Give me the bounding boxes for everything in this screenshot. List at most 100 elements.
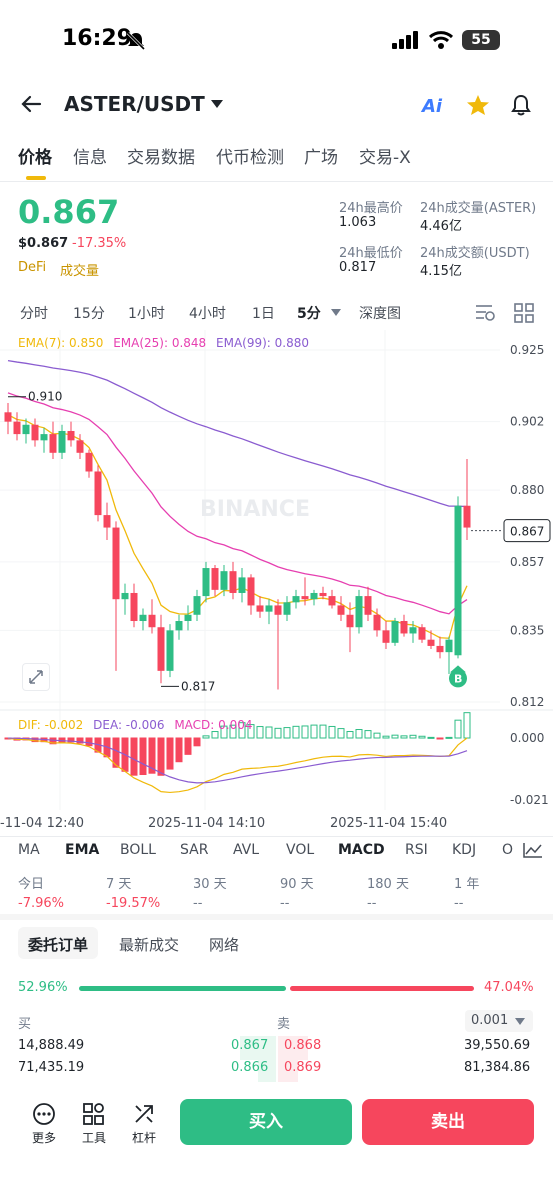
- time-axis: -11-04 12:40 2025-11-04 14:10 2025-11-04 1…: [0, 816, 447, 831]
- grid-layout-icon[interactable]: [514, 303, 534, 323]
- candle-body: [211, 568, 219, 590]
- candle-body: [373, 614, 381, 631]
- more-icon: [33, 1103, 55, 1125]
- macd-bar: [130, 737, 138, 776]
- macd-bar: [76, 737, 84, 744]
- watermark: BINANCE: [200, 497, 310, 522]
- tab-network[interactable]: 网络: [209, 936, 240, 954]
- macd-bar: [211, 731, 219, 739]
- macd-bar: [184, 737, 192, 755]
- ind-sar[interactable]: SAR: [180, 842, 209, 858]
- ind-ema[interactable]: EMA: [65, 842, 100, 858]
- pair-title[interactable]: ASTER/USDT: [64, 92, 205, 116]
- tab-token-check[interactable]: 代币检测: [216, 148, 284, 168]
- sell-button[interactable]: 卖出: [362, 1099, 534, 1145]
- price-axis: 0.925 0.902 0.880 0.857 0.835 0.812 0.867: [503, 343, 551, 709]
- candle-body: [67, 430, 75, 441]
- status-time: 16:29: [62, 26, 133, 51]
- macd-bar: [193, 737, 201, 747]
- ind-avl[interactable]: AVL: [233, 842, 260, 858]
- ind-boll[interactable]: BOLL: [120, 842, 156, 858]
- more-button[interactable]: 更多: [24, 1102, 64, 1146]
- candle-body: [22, 424, 30, 435]
- ask-qty: 81,384.86: [464, 1060, 531, 1075]
- macd-tick: -0.021: [510, 793, 549, 807]
- interval-1d[interactable]: 1日: [252, 306, 275, 322]
- interval-4h[interactable]: 4小时: [189, 306, 226, 322]
- ind-ma[interactable]: MA: [18, 842, 40, 858]
- tag-volume[interactable]: 成交量: [60, 264, 100, 279]
- ema-legend: EMA(7): 0.850 EMA(25): 0.848 EMA(99): 0.…: [18, 336, 309, 350]
- interval-depth[interactable]: 深度图: [359, 306, 401, 322]
- ask-price: 0.868: [284, 1038, 322, 1053]
- candle-body: [76, 440, 84, 453]
- indicator-chart-icon[interactable]: [522, 841, 544, 859]
- ai-icon[interactable]: Ai: [422, 96, 443, 117]
- buy-ratio-bar: [79, 986, 286, 991]
- precision-value: 0.001: [471, 1013, 509, 1028]
- ind-kdj[interactable]: KDJ: [452, 842, 477, 858]
- ob-row[interactable]: 71,435.19 0.866 0.869 81,384.86: [0, 1058, 553, 1082]
- candle-body: [454, 505, 462, 656]
- tab-square[interactable]: 广场: [304, 148, 338, 168]
- bid-header: 买: [18, 1017, 32, 1032]
- ind-macd[interactable]: MACD: [338, 842, 385, 858]
- ind-more[interactable]: O: [502, 842, 514, 858]
- ask-depth-bar: [278, 1036, 308, 1060]
- fullscreen-button[interactable]: [22, 663, 50, 691]
- chart-grid: [0, 330, 553, 810]
- tab-price[interactable]: 价格: [18, 148, 52, 168]
- macd-tick: 0.000: [510, 731, 544, 745]
- macd-bar: [256, 726, 264, 739]
- kline-chart[interactable]: BINANCE 0.910 0.817 B 0.925 0.902 0.880 0.857…: [0, 330, 553, 835]
- candle-body: [175, 621, 183, 631]
- ob-row[interactable]: 14,888.49 0.867 0.868 39,550.69: [0, 1036, 553, 1060]
- tab-info[interactable]: 信息: [73, 148, 107, 168]
- interval-15m[interactable]: 15分: [73, 306, 105, 322]
- price-change: -17.35%: [72, 236, 127, 251]
- high-label: 24h最高价: [339, 201, 403, 216]
- candle-body: [103, 515, 111, 528]
- change-7d: 7 天 -19.57%: [106, 877, 161, 911]
- star-icon[interactable]: [466, 94, 490, 116]
- interval-caret-icon[interactable]: [331, 309, 341, 316]
- tab-trade-x[interactable]: 交易-X: [359, 148, 411, 168]
- candle-body: [337, 605, 345, 615]
- back-arrow-icon[interactable]: [20, 94, 42, 114]
- candle-body: [418, 627, 426, 640]
- dea-line: [7, 737, 468, 784]
- high-value: 1.063: [339, 215, 377, 230]
- macd-bar: [319, 724, 327, 739]
- change-180d: 180 天 --: [367, 877, 409, 911]
- interval-5m[interactable]: 5分: [297, 306, 321, 322]
- tools-button[interactable]: 工具: [74, 1102, 114, 1146]
- signal-icon: [392, 31, 418, 49]
- interval-line[interactable]: 分时: [20, 306, 48, 322]
- bell-icon[interactable]: [510, 93, 532, 117]
- high-marker: 0.910: [28, 390, 62, 404]
- ind-rsi[interactable]: RSI: [405, 842, 428, 858]
- change-today: 今日 -7.96%: [18, 877, 64, 911]
- tab-order-book[interactable]: 委托订单: [28, 936, 89, 954]
- buy-button[interactable]: 买入: [180, 1099, 352, 1145]
- buy-marker: B: [454, 672, 462, 685]
- tag-defi[interactable]: DeFi: [18, 260, 47, 275]
- candle-body: [409, 627, 417, 634]
- interval-1h[interactable]: 1小时: [128, 306, 165, 322]
- ind-vol[interactable]: VOL: [286, 842, 315, 858]
- chart-settings-icon[interactable]: [474, 302, 496, 322]
- leverage-button[interactable]: 杠杆: [124, 1102, 164, 1146]
- caret-down-icon[interactable]: [210, 99, 224, 109]
- candle-body: [346, 614, 354, 628]
- candle-body: [382, 630, 390, 643]
- price-tick: 0.857: [510, 555, 544, 569]
- candle-body: [139, 614, 147, 622]
- tab-recent-trades[interactable]: 最新成交: [119, 936, 180, 954]
- candle-body: [4, 412, 12, 422]
- ema7-label: EMA(7): 0.850: [18, 336, 104, 350]
- precision-select[interactable]: 0.001: [465, 1010, 533, 1032]
- ask-qty: 39,550.69: [464, 1038, 531, 1053]
- bid-qty: 14,888.49: [18, 1038, 85, 1053]
- tab-trading-data[interactable]: 交易数据: [127, 148, 195, 168]
- macd-label: MACD: 0.004: [174, 718, 253, 732]
